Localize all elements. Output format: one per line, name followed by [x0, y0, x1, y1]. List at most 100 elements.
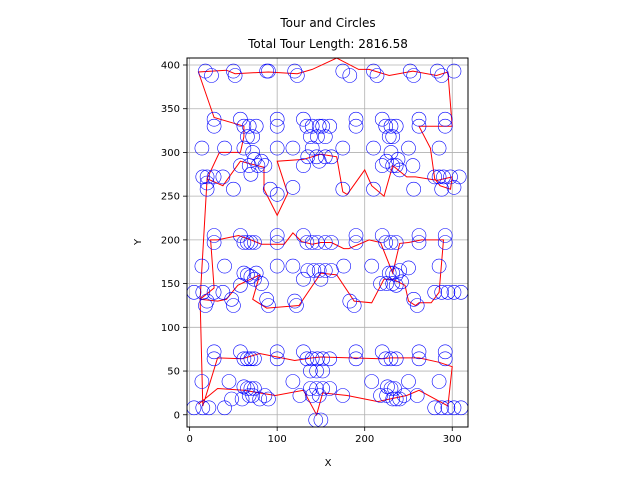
- circle-marker: [381, 129, 397, 144]
- circle-marker: [378, 118, 394, 134]
- circle-marker: [226, 181, 241, 197]
- circle-marker: [285, 180, 301, 195]
- circle-marker: [254, 276, 269, 291]
- circle-marker: [243, 381, 259, 396]
- circle-marker: [409, 388, 425, 403]
- circle-marker: [241, 388, 257, 403]
- circle-marker: [254, 153, 269, 169]
- circle-marker: [206, 351, 222, 367]
- circle-marker: [322, 381, 338, 396]
- circle-marker: [394, 274, 409, 290]
- circle-marker: [366, 181, 381, 197]
- circle-marker: [303, 129, 318, 144]
- circle-marker: [383, 118, 399, 134]
- circle-marker: [427, 400, 443, 416]
- circle-marker: [233, 277, 248, 293]
- circle-marker: [437, 111, 453, 127]
- circle-marker: [383, 381, 399, 396]
- circle-marker: [383, 235, 399, 250]
- circle-marker: [285, 140, 301, 156]
- circle-marker: [233, 158, 248, 173]
- circle-marker: [269, 140, 285, 156]
- circle-marker: [411, 344, 427, 360]
- circle-marker: [434, 400, 450, 416]
- circle-marker: [309, 381, 324, 396]
- circle-marker: [373, 388, 388, 403]
- circle-marker: [285, 374, 301, 389]
- circle-marker: [245, 129, 260, 144]
- circle-marker: [206, 118, 222, 134]
- circle-marker: [388, 351, 404, 367]
- circle-marker: [201, 400, 217, 416]
- circle-marker: [287, 63, 303, 79]
- circle-marker: [440, 284, 456, 300]
- circle-marker: [206, 344, 222, 360]
- circle-marker: [299, 118, 315, 134]
- circle-marker: [324, 235, 339, 250]
- x-axis-label: X: [325, 458, 332, 469]
- circle-marker: [243, 235, 259, 250]
- circle-marker: [245, 388, 260, 403]
- circle-marker: [348, 344, 364, 360]
- circle-marker: [217, 258, 232, 274]
- tour-path: [197, 57, 453, 417]
- circle-marker: [248, 265, 264, 281]
- circle-marker: [261, 63, 276, 79]
- circle-marker: [317, 149, 333, 165]
- circle-marker: [409, 298, 425, 313]
- circle-marker: [257, 158, 273, 173]
- circle-marker: [348, 351, 364, 367]
- circle-marker: [401, 260, 416, 276]
- circle-marker: [443, 169, 458, 185]
- circle-marker: [194, 374, 210, 389]
- circle-marker: [446, 180, 462, 195]
- circle-marker: [269, 118, 285, 134]
- circle-marker: [385, 276, 401, 291]
- circle-marker: [317, 235, 333, 250]
- circle-marker: [304, 235, 320, 250]
- tour-layer: [197, 57, 453, 417]
- circle-marker: [194, 140, 210, 156]
- circle-marker: [269, 228, 285, 243]
- circle-marker: [309, 149, 324, 165]
- circle-marker: [204, 68, 219, 83]
- circle-marker: [431, 258, 447, 274]
- circle-marker: [388, 158, 404, 173]
- circle-marker: [406, 181, 422, 197]
- circle-marker: [315, 381, 331, 396]
- circle-marker: [388, 118, 404, 134]
- circle-marker: [245, 145, 260, 160]
- circle-marker: [309, 363, 324, 379]
- circle-marker: [241, 118, 257, 134]
- x-tick-label: 200: [355, 434, 374, 445]
- y-tick-label: 400: [161, 60, 180, 71]
- circle-marker: [289, 68, 305, 83]
- circle-marker: [411, 351, 427, 367]
- circle-marker: [364, 374, 380, 389]
- circle-marker: [411, 118, 427, 134]
- circle-marker: [411, 228, 427, 243]
- circle-marker: [335, 181, 351, 197]
- circle-marker: [304, 140, 320, 156]
- circle-marker: [396, 388, 412, 403]
- circle-marker: [373, 276, 388, 291]
- circle-marker: [379, 276, 394, 291]
- circle-marker: [243, 351, 259, 367]
- circle-marker: [292, 388, 308, 403]
- circle-marker: [427, 169, 443, 185]
- y-tick-label: 0: [174, 410, 180, 421]
- chart-title: Tour and Circles: [279, 16, 375, 30]
- x-tick-label: 0: [186, 434, 192, 445]
- circle-marker: [430, 63, 445, 79]
- y-tick-label: 300: [161, 148, 180, 159]
- circle-marker: [206, 111, 222, 127]
- circle-marker: [315, 118, 331, 134]
- y-tick-label: 350: [161, 104, 180, 115]
- circle-marker: [247, 351, 262, 367]
- circle-marker: [436, 169, 451, 185]
- circle-marker: [315, 363, 331, 379]
- circle-marker: [299, 235, 315, 250]
- circle-marker: [269, 235, 285, 250]
- circle-marker: [199, 181, 215, 197]
